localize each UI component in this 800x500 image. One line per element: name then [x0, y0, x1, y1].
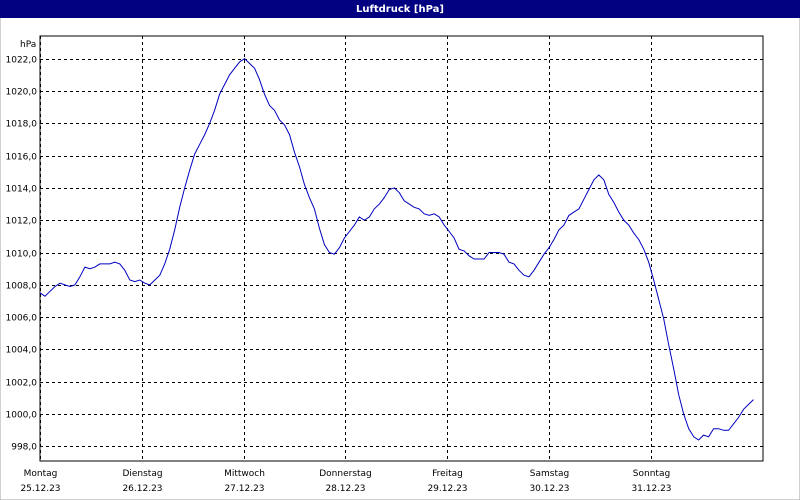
x-tick-label: Freitag: [432, 469, 463, 479]
y-tick-label: 1018,0: [6, 120, 38, 130]
y-tick-label: 1022,0: [6, 56, 38, 66]
x-tick-label: Dienstag: [122, 469, 162, 479]
x-tick-label: Mittwoch: [224, 469, 265, 479]
x-tick-label: Sonntag: [633, 469, 670, 479]
x-tick-sublabel: 31.12.23: [631, 484, 671, 494]
x-tick-sublabel: 27.12.23: [224, 484, 264, 494]
x-tick-label: Samstag: [530, 469, 569, 479]
title-bar: [0, 0, 800, 18]
x-tick-sublabel: 26.12.23: [122, 484, 162, 494]
y-tick-label: 1012,0: [6, 217, 38, 227]
y-tick-label: 1002,0: [6, 379, 38, 389]
x-tick-sublabel: 28.12.23: [325, 484, 365, 494]
plot-area: [39, 35, 764, 462]
y-tick-label: 1000,0: [6, 411, 38, 421]
x-tick-label: Montag: [24, 469, 58, 479]
x-tick-label: Donnerstag: [319, 469, 372, 479]
y-tick-label: 1006,0: [6, 314, 38, 324]
y-tick-label: 1016,0: [6, 153, 38, 163]
y-axis-label: hPa: [20, 40, 36, 50]
chart-title: Luftdruck [hPa]: [356, 4, 444, 15]
x-tick-sublabel: 30.12.23: [529, 484, 569, 494]
data-line: [39, 57, 754, 441]
y-tick-label: 1004,0: [6, 346, 38, 356]
y-tick-label: 1020,0: [6, 88, 38, 98]
y-tick-label: 1010,0: [6, 250, 38, 260]
x-tick-sublabel: 25.12.23: [20, 484, 60, 494]
x-tick-sublabel: 29.12.23: [427, 484, 467, 494]
y-tick-label: 1008,0: [6, 282, 38, 292]
y-tick-label: 1014,0: [6, 185, 38, 195]
y-tick-label: 998,0: [11, 443, 37, 453]
